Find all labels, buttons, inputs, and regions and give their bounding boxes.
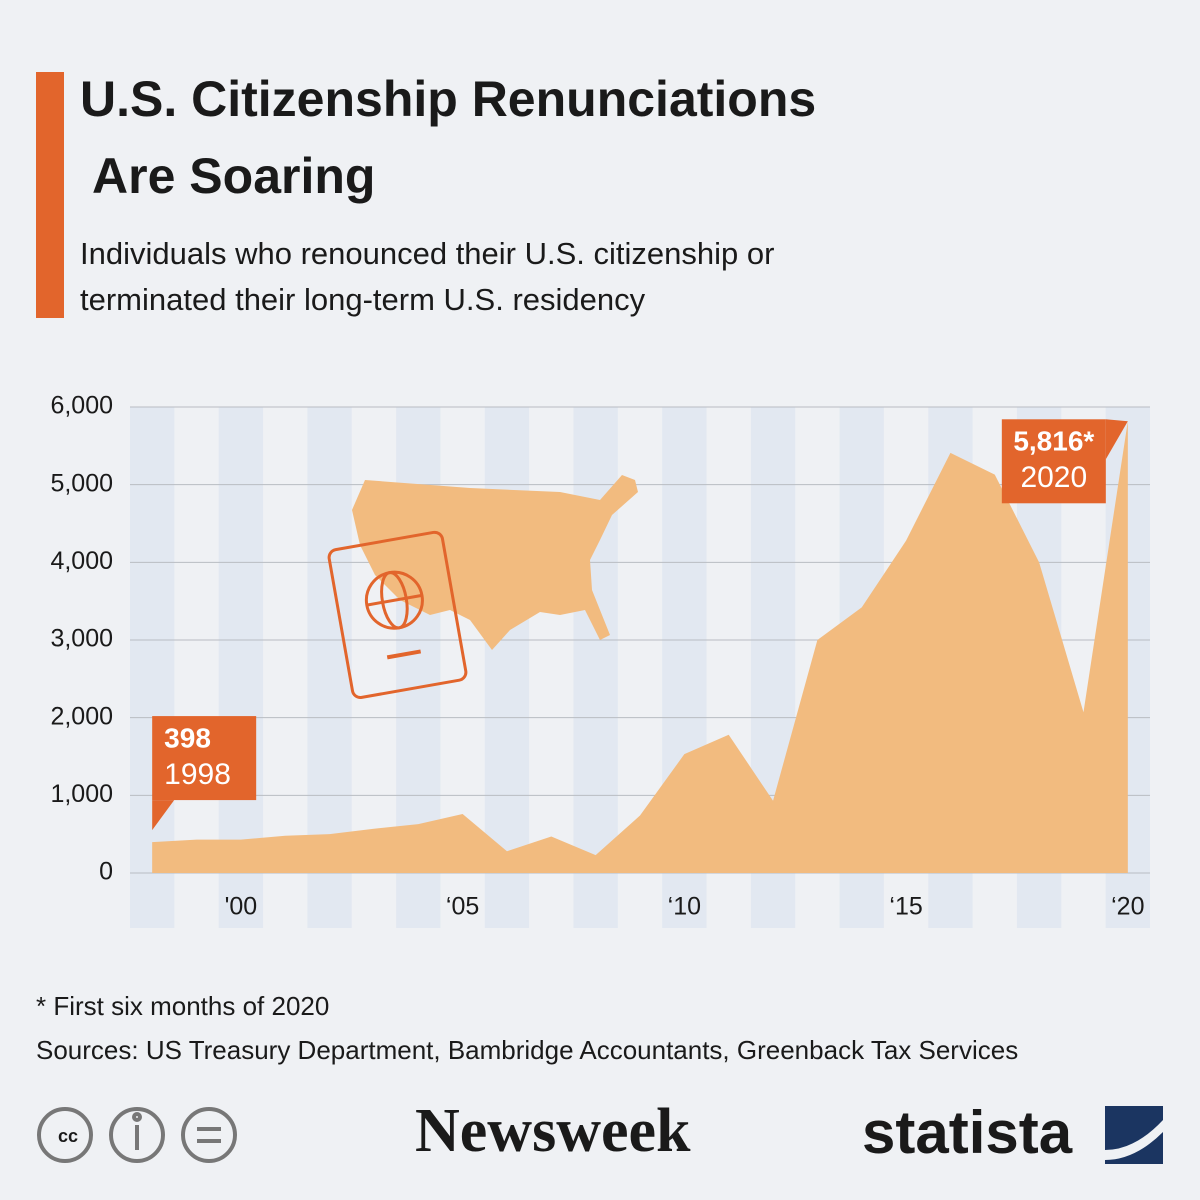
passport-line	[386, 649, 422, 660]
x-tick-label: ‘05	[446, 893, 479, 921]
y-tick-label: 4,000	[50, 547, 113, 575]
y-tick-label: 3,000	[50, 625, 113, 653]
area	[152, 421, 1128, 873]
label-box	[1001, 419, 1106, 504]
footnote: * First six months of 2020	[36, 991, 329, 1021]
data-label: 5,816*	[1013, 426, 1094, 457]
logo-swoosh	[1105, 1120, 1163, 1160]
license-icons	[37, 1107, 237, 1163]
accent-bar	[36, 72, 64, 318]
label-pointer	[152, 800, 175, 831]
x-tick-label: ‘10	[668, 893, 701, 921]
brand-statista: statista	[862, 1099, 1073, 1166]
x-tick-label: '00	[225, 893, 258, 921]
data-label-year: 1998	[164, 758, 231, 791]
y-tick-label: 6,000	[50, 392, 113, 420]
by-head	[132, 1112, 142, 1122]
y-tick-label: 2,000	[50, 702, 113, 730]
y-tick-label: 0	[99, 858, 113, 886]
passport-globe-equator	[366, 593, 423, 607]
x-tick-label: ‘20	[1111, 893, 1144, 921]
label-box	[152, 716, 257, 801]
data-label: 398	[164, 722, 211, 753]
passport-cover	[327, 530, 468, 699]
y-tick-label: 5,000	[50, 469, 113, 497]
nd-icon	[181, 1107, 237, 1163]
subtitle: terminated their long-term U.S. residenc…	[80, 282, 646, 317]
brand-newsweek: Newsweek	[415, 1097, 691, 1165]
subtitle: Individuals who renounced their U.S. cit…	[80, 236, 774, 271]
us-map-icon	[352, 475, 638, 650]
cc-icon	[37, 1107, 93, 1163]
x-tick-label: ‘15	[889, 893, 922, 921]
by-icon	[109, 1107, 165, 1163]
source: Sources: US Treasury Department, Bambrid…	[36, 1035, 1018, 1065]
label-pointer	[1105, 419, 1128, 460]
y-tick-label: 1,000	[50, 780, 113, 808]
passport-icon	[327, 530, 468, 699]
plot: 0 1,000 2,000 3,000 4,000 5,000 6,000 '00 ‘05 ‘10…	[50, 392, 1150, 928]
year-stripe	[130, 407, 175, 928]
statista-logo-icon	[1105, 1106, 1163, 1164]
data-label-year: 2020	[1020, 461, 1087, 494]
chart-title: U.S. Citizenship Renunciations Are Soari…	[80, 71, 816, 204]
cc-text: cc	[58, 1126, 78, 1146]
